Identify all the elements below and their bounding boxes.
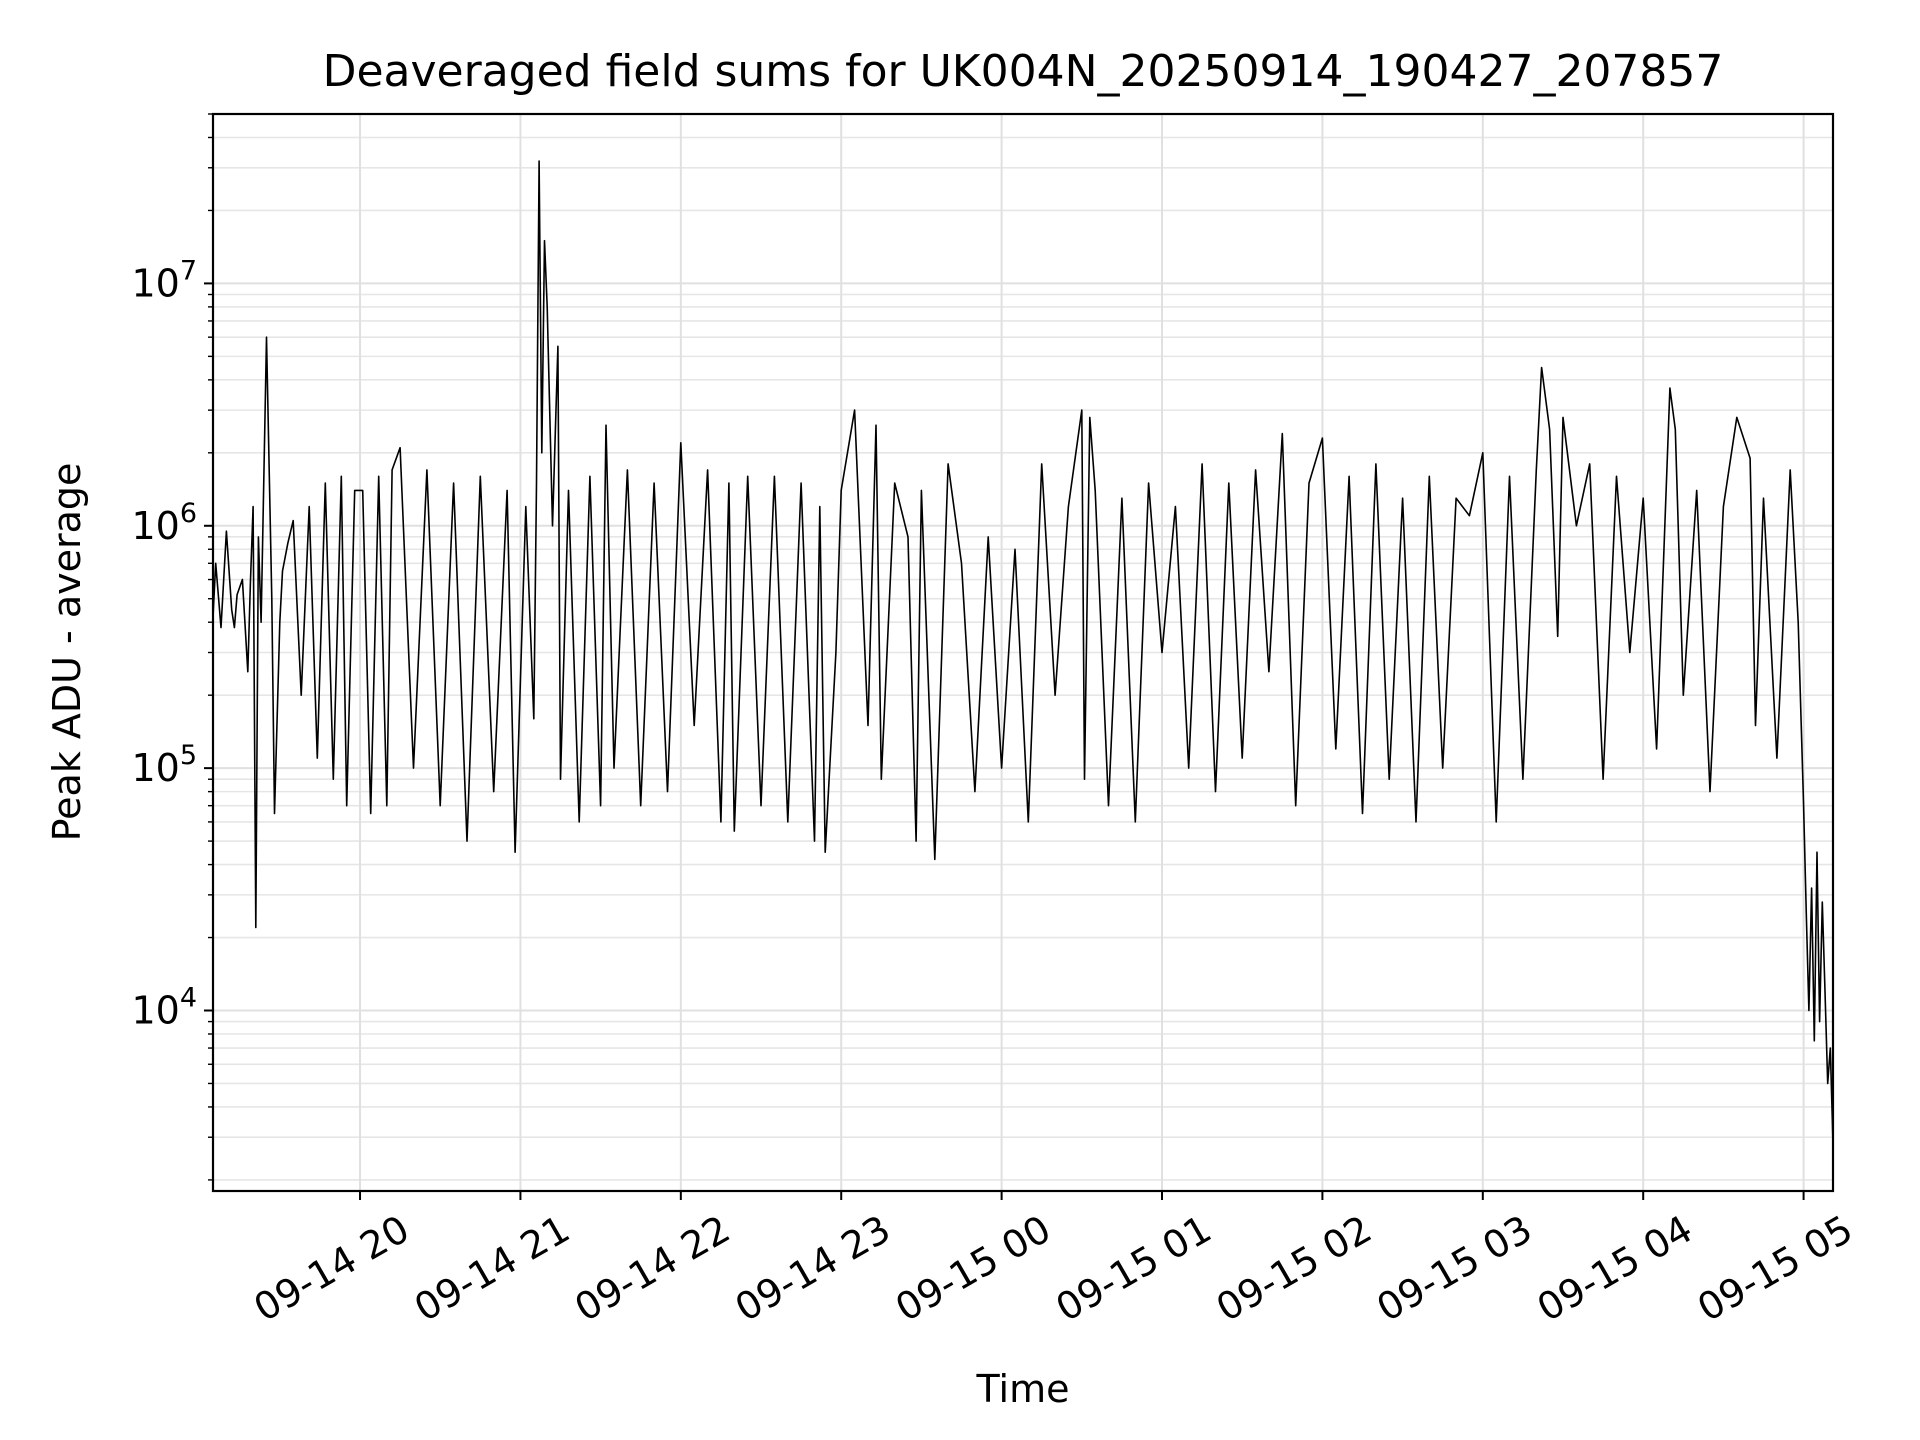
y-tick-label: 107 <box>131 255 197 305</box>
chart-title: Deaveraged field sums for UK004N_2025091… <box>323 46 1724 97</box>
y-tick-label: 105 <box>131 740 197 790</box>
y-axis: 104 105 106 107 <box>131 113 213 1181</box>
x-axis-label: Time <box>976 1367 1070 1411</box>
series-layer <box>213 160 1833 1145</box>
series-line <box>213 160 1833 1145</box>
y-axis-label: Peak ADU - average <box>45 463 89 842</box>
y-tick-label: 104 <box>131 983 197 1033</box>
grid-layer <box>213 113 1833 1191</box>
y-tick-label: 106 <box>131 498 197 548</box>
